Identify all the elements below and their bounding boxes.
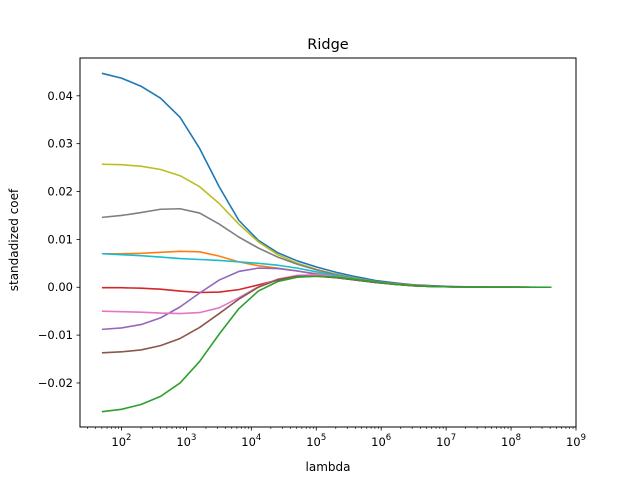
x-tick-label: 105: [306, 433, 326, 449]
series-line-10: [101, 275, 552, 413]
x-tick-label: 108: [501, 433, 521, 449]
x-tick-label: 102: [111, 433, 131, 449]
y-axis-ticks: −0.02 −0.01 0.00 0.01 0.02 0.03 0.04: [38, 89, 80, 390]
y-tick-label: 0.02: [47, 185, 73, 199]
y-tick-label: 0.01: [47, 232, 73, 246]
y-axis-label: standadized coef: [7, 188, 21, 291]
chart-title: Ridge: [307, 37, 349, 53]
x-tick-label: 106: [371, 433, 391, 449]
x-axis-ticks: 102 103 104 105 106 107 108 109: [87, 427, 586, 449]
x-tick-label: 109: [566, 433, 586, 449]
y-tick-label: 0.00: [47, 280, 73, 294]
plot-series: [101, 72, 552, 413]
y-tick-label: 0.04: [47, 89, 73, 103]
plot-frame: [79, 57, 577, 428]
x-tick-label: 103: [176, 433, 196, 449]
y-tick-label: −0.01: [38, 328, 73, 342]
x-tick-label: 107: [436, 433, 456, 449]
y-tick-label: 0.03: [47, 137, 73, 151]
x-axis-label: lambda: [306, 460, 351, 474]
x-tick-label: 104: [241, 433, 261, 449]
y-tick-label: −0.02: [38, 376, 73, 390]
